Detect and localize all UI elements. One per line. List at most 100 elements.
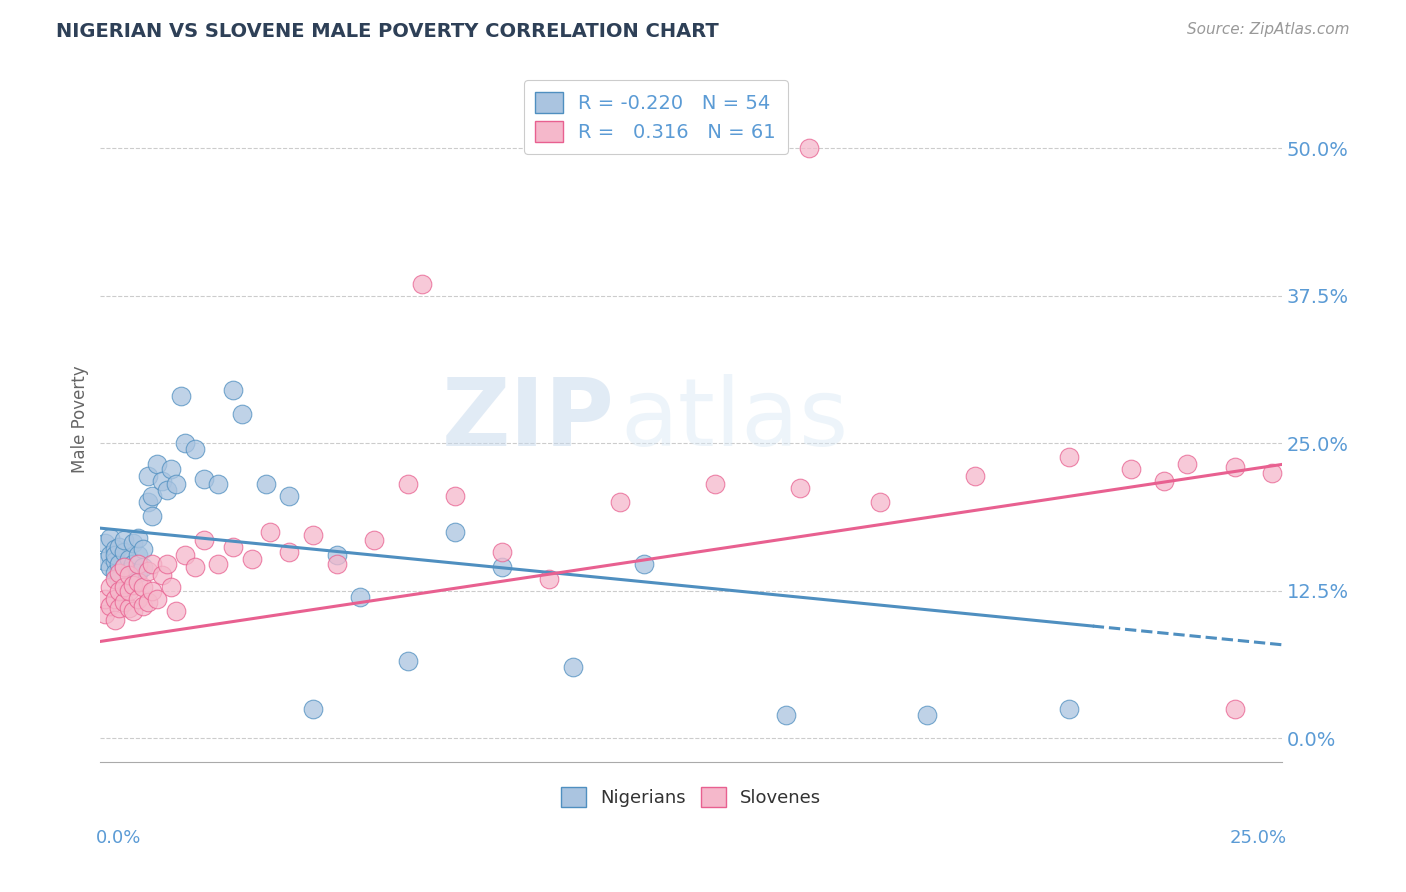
Point	[94, 591, 117, 606]
Point	[396, 477, 419, 491]
Point	[150, 474, 173, 488]
Point	[141, 583, 163, 598]
Point	[118, 568, 141, 582]
Point	[160, 462, 183, 476]
Text: NIGERIAN VS SLOVENE MALE POVERTY CORRELATION CHART: NIGERIAN VS SLOVENE MALE POVERTY CORRELA…	[56, 22, 718, 41]
Point	[207, 477, 229, 491]
Point	[136, 595, 159, 609]
Point	[108, 557, 131, 571]
Point	[118, 601, 141, 615]
Point	[122, 604, 145, 618]
Point	[132, 560, 155, 574]
Text: atlas: atlas	[620, 374, 848, 466]
Point	[103, 549, 125, 563]
Point	[108, 583, 131, 598]
Point	[240, 551, 263, 566]
Point	[127, 566, 149, 580]
Point	[122, 557, 145, 571]
Point	[155, 557, 177, 571]
Point	[443, 489, 465, 503]
Point	[221, 540, 243, 554]
Point	[136, 469, 159, 483]
Point	[325, 557, 347, 571]
Point	[112, 533, 135, 547]
Point	[193, 472, 215, 486]
Point	[132, 542, 155, 557]
Point	[231, 407, 253, 421]
Point	[118, 583, 141, 598]
Point	[112, 595, 135, 609]
Point	[98, 531, 121, 545]
Text: Source: ZipAtlas.com: Source: ZipAtlas.com	[1187, 22, 1350, 37]
Legend: Nigerians, Slovenes: Nigerians, Slovenes	[554, 780, 828, 814]
Point	[118, 564, 141, 578]
Point	[103, 591, 125, 606]
Point	[155, 483, 177, 498]
Point	[633, 557, 655, 571]
Point	[141, 489, 163, 503]
Point	[491, 545, 513, 559]
Point	[1057, 701, 1080, 715]
Point	[141, 509, 163, 524]
Point	[160, 580, 183, 594]
Text: 0.0%: 0.0%	[96, 829, 141, 847]
Point	[170, 389, 193, 403]
Text: 25.0%: 25.0%	[1229, 829, 1286, 847]
Point	[349, 590, 371, 604]
Point	[703, 477, 725, 491]
Point	[98, 560, 121, 574]
Point	[278, 545, 301, 559]
Point	[112, 580, 135, 594]
Point	[98, 549, 121, 563]
Point	[917, 707, 939, 722]
Text: ZIP: ZIP	[441, 374, 614, 466]
Point	[146, 591, 169, 606]
Point	[108, 566, 131, 580]
Point	[103, 542, 125, 557]
Point	[207, 557, 229, 571]
Point	[1223, 701, 1246, 715]
Point	[127, 575, 149, 590]
Point	[108, 601, 131, 615]
Point	[132, 580, 155, 594]
Point	[1223, 459, 1246, 474]
Point	[221, 383, 243, 397]
Point	[108, 572, 131, 586]
Point	[1261, 466, 1284, 480]
Point	[174, 549, 197, 563]
Point	[193, 533, 215, 547]
Point	[132, 599, 155, 613]
Point	[165, 477, 187, 491]
Point	[103, 613, 125, 627]
Point	[963, 469, 986, 483]
Point	[146, 458, 169, 472]
Point	[561, 660, 583, 674]
Point	[127, 557, 149, 571]
Point	[94, 607, 117, 622]
Point	[1119, 462, 1142, 476]
Point	[396, 655, 419, 669]
Point	[108, 540, 131, 554]
Point	[799, 141, 821, 155]
Point	[122, 578, 145, 592]
Point	[127, 549, 149, 563]
Point	[363, 533, 385, 547]
Point	[127, 531, 149, 545]
Point	[103, 572, 125, 586]
Point	[103, 566, 125, 580]
Point	[122, 568, 145, 582]
Point	[174, 436, 197, 450]
Point	[491, 560, 513, 574]
Point	[94, 554, 117, 568]
Point	[118, 551, 141, 566]
Point	[278, 489, 301, 503]
Point	[1175, 458, 1198, 472]
Point	[141, 557, 163, 571]
Point	[1057, 450, 1080, 465]
Point	[609, 495, 631, 509]
Point	[112, 560, 135, 574]
Point	[259, 524, 281, 539]
Point	[775, 707, 797, 722]
Point	[112, 560, 135, 574]
Point	[184, 442, 207, 456]
